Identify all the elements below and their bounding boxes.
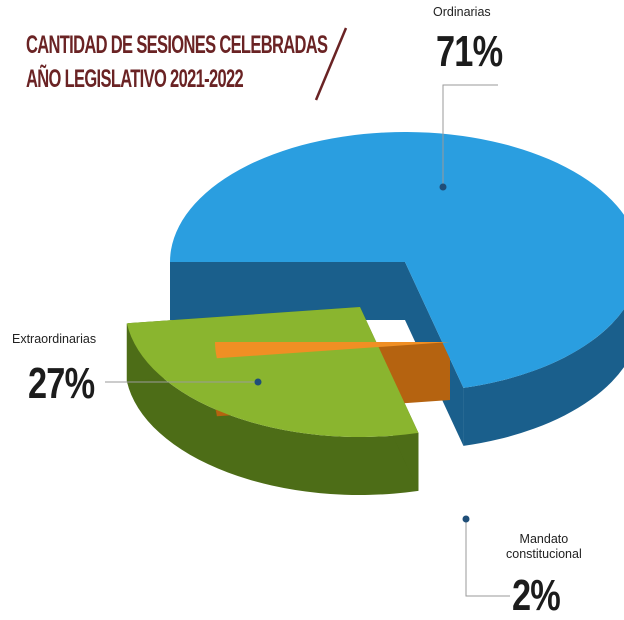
pie-slice-extraordinarias	[126, 307, 419, 437]
leader-extraordinarias-dot	[254, 378, 262, 386]
leader-lines	[105, 84, 510, 597]
chart-title-line-2: AÑO LEGISLATIVO 2021-2022	[26, 65, 244, 93]
slice-label-mandato-constitucional: Mandato constitucional	[506, 532, 582, 562]
pie-slice-mandato-constitucional	[215, 342, 450, 359]
pie-side-extraordinarias	[126, 323, 419, 495]
pie-slices	[126, 132, 624, 437]
title-accent-slash	[314, 27, 348, 101]
leader-ordinarias	[442, 84, 498, 187]
slice-label-mandato-line-1: Mandato	[519, 532, 569, 546]
slice-value-mandato-constitucional: 2%	[512, 571, 561, 620]
leader-ordinarias-dot	[439, 183, 447, 191]
slice-value-extraordinarias: 27%	[28, 359, 95, 408]
slice-label-ordinarias: Ordinarias	[433, 5, 491, 19]
slice-value-ordinarias: 71%	[436, 27, 503, 76]
leader-mandato-constitucional	[465, 519, 510, 597]
slice-label-mandato-line-2: constitucional	[506, 547, 582, 561]
chart-title-line-1: CANTIDAD DE SESIONES CELEBRADAS	[26, 31, 328, 59]
pie-side-ordinarias	[463, 309, 624, 446]
pie-wall-start-ordinarias	[170, 262, 405, 320]
pie-slice-ordinarias	[170, 132, 624, 388]
leader-mandato-constitucional-dot	[462, 515, 470, 523]
slice-label-extraordinarias: Extraordinarias	[12, 332, 97, 346]
